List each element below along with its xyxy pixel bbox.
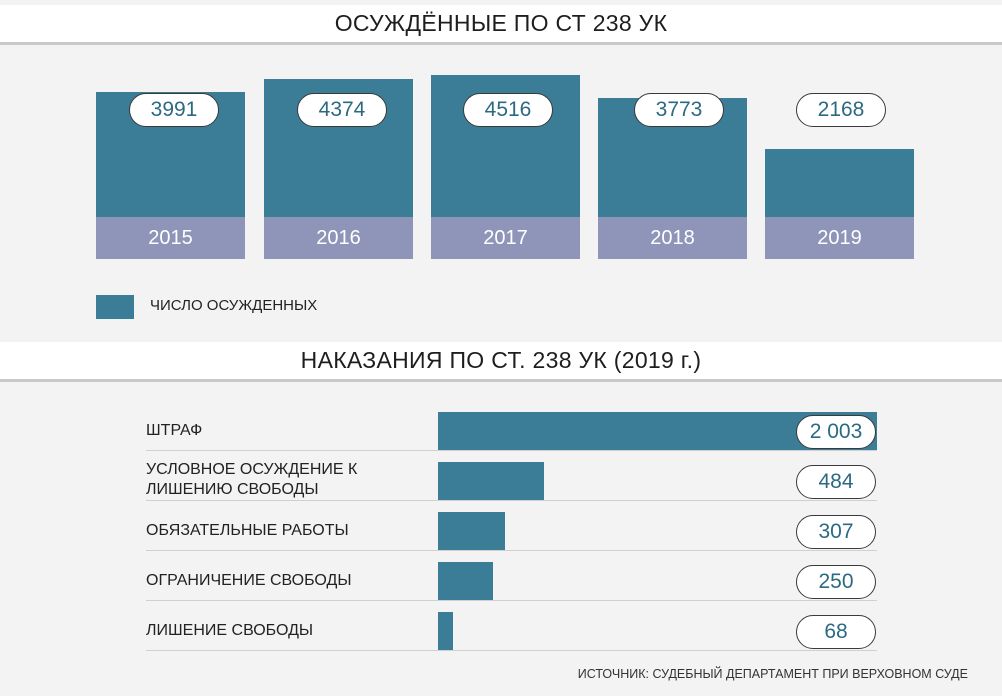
value-label: 3991: [129, 93, 219, 127]
row-divider: [146, 650, 877, 651]
source-note: ИСТОЧНИК: СУДЕБНЫЙ ДЕПАРТАМЕНТ ПРИ ВЕРХО…: [577, 667, 968, 681]
title-divider: [0, 42, 1002, 45]
category-label: ОБЯЗАТЕЛЬНЫЕ РАБОТЫ: [146, 522, 349, 539]
value-label: 2 003: [796, 415, 876, 449]
value-label: 250: [796, 565, 876, 599]
bar: [438, 612, 453, 650]
year-label: 2015: [96, 217, 245, 259]
title-divider: [0, 379, 1002, 382]
chart-title-punishments-text: НАКАЗАНИЯ ПО СТ. 238 УК (2019 г.): [300, 346, 702, 373]
value-label: 4374: [297, 93, 387, 127]
value-label: 68: [796, 615, 876, 649]
bar: [765, 149, 914, 217]
category-label: ОГРАНИЧЕНИЕ СВОБОДЫ: [146, 572, 352, 589]
year-label: 2017: [431, 217, 580, 259]
chart-title-convicted-text: ОСУЖДЁННЫЕ ПО СТ 238 УК: [334, 9, 668, 36]
legend-label: ЧИСЛО ОСУЖДЕННЫХ: [150, 297, 318, 314]
row-divider: [146, 450, 877, 451]
bar: [438, 512, 505, 550]
category-label: УСЛОВНОЕ ОСУЖДЕНИЕ К ЛИШЕНИЮ СВОБОДЫ: [146, 461, 358, 498]
category-label: ЛИШЕНИЕ СВОБОДЫ: [146, 622, 314, 639]
year-label: 2019: [765, 217, 914, 259]
row-divider: [146, 600, 877, 601]
chart-title-punishments: НАКАЗАНИЯ ПО СТ. 238 УК (2019 г.): [0, 342, 1002, 382]
category-label: ШТРАФ: [146, 422, 203, 439]
row-divider: [146, 550, 877, 551]
chart-title-convicted: ОСУЖДЁННЫЕ ПО СТ 238 УК: [0, 5, 1002, 45]
year-label: 2018: [598, 217, 747, 259]
value-label: 3773: [634, 93, 724, 127]
value-label: 484: [796, 465, 876, 499]
value-label: 2168: [796, 93, 886, 127]
bar: [438, 462, 544, 500]
value-label: 307: [796, 515, 876, 549]
year-label: 2016: [264, 217, 413, 259]
row-divider: [146, 500, 877, 501]
legend-swatch: [96, 295, 134, 319]
bar: [438, 562, 493, 600]
value-label: 4516: [463, 93, 553, 127]
